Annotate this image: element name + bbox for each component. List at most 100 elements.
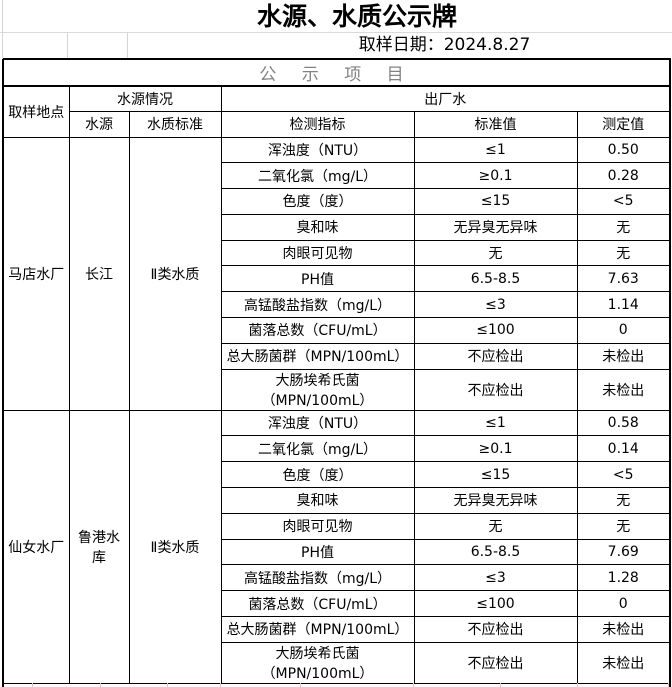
indicator-cell: 二氧化氯（mg/L） bbox=[220, 162, 415, 190]
standard-cell: ≤3 bbox=[413, 291, 578, 319]
note-row: 说明：菌落总数、总大肠菌群、大肠埃希氏菌三个项目为 8 月 24 日取样水质检测… bbox=[2, 682, 671, 687]
faint-gridline bbox=[2, 0, 3, 59]
table-row: 二氧化氯（mg/L） ≥0.1 0.28 bbox=[3, 162, 671, 190]
header-indicator: 检测指标 bbox=[220, 110, 415, 138]
header-source-group: 水源情况 bbox=[68, 85, 222, 112]
indicator-cell: 菌落总数（CFU/mL） bbox=[220, 317, 415, 344]
measured-cell: 无 bbox=[576, 487, 671, 514]
indicator-cell: PH值 bbox=[220, 538, 415, 566]
table-row: 大肠埃希氏菌（MPN/100mL） 不应检出 未检出 bbox=[3, 368, 671, 411]
faint-gridline bbox=[67, 33, 68, 58]
grid-artifact bbox=[500, 683, 501, 687]
indicator-cell: 浑浊度（NTU） bbox=[220, 136, 415, 164]
standard-cell: ≥0.1 bbox=[413, 435, 578, 463]
indicator-cell: 总大肠菌群（MPN/100mL） bbox=[220, 342, 415, 370]
measured-cell: 无 bbox=[576, 213, 671, 241]
table-row: 色度（度） ≤15 <5 bbox=[3, 188, 671, 215]
measured-cell: 未检出 bbox=[576, 368, 671, 411]
plant-source: 长江 bbox=[68, 136, 130, 411]
standard-cell: 不应检出 bbox=[413, 641, 578, 684]
standard-cell: 无异臭无异味 bbox=[413, 487, 578, 514]
measured-cell: 0.58 bbox=[576, 409, 671, 437]
standard-cell: 不应检出 bbox=[413, 616, 578, 643]
indicator-cell: 色度（度） bbox=[220, 461, 415, 489]
standard-cell: ≤1 bbox=[413, 136, 578, 164]
table-row: 肉眼可见物无无 bbox=[3, 239, 671, 267]
table-row: 肉眼可见物无无 bbox=[3, 512, 671, 540]
indicator-cell: 总大肠菌群（MPN/100mL） bbox=[220, 616, 415, 643]
measured-cell: 未检出 bbox=[576, 342, 671, 370]
sampling-date: 取样日期：2024.8.27 bbox=[220, 33, 669, 58]
indicator-cell: 肉眼可见物 bbox=[220, 239, 415, 267]
faint-gridline bbox=[127, 33, 128, 58]
standard-cell: 6.5-8.5 bbox=[413, 538, 578, 566]
header-location: 取样地点 bbox=[2, 85, 70, 138]
standard-cell: 不应检出 bbox=[413, 368, 578, 411]
sampling-date-value: 2024.8.27 bbox=[443, 35, 531, 55]
standard-cell: ≥0.1 bbox=[413, 162, 578, 190]
table-row: PH值 6.5-8.5 7.69 bbox=[3, 538, 671, 566]
plant-source: 鲁港水库 bbox=[68, 409, 130, 684]
measured-cell: 未检出 bbox=[576, 616, 671, 643]
standard-cell: ≤1 bbox=[413, 409, 578, 437]
measured-cell: 无 bbox=[576, 512, 671, 540]
standard-cell: 无异臭无异味 bbox=[413, 213, 578, 241]
sampling-date-row: 取样日期：2024.8.27 bbox=[0, 33, 672, 58]
indicator-cell: 大肠埃希氏菌（MPN/100mL） bbox=[220, 368, 415, 411]
table-row: 高锰酸盐指数（mg/L） ≤3 1.28 bbox=[3, 564, 671, 592]
measured-cell: 1.28 bbox=[576, 564, 671, 592]
measured-cell: 0.14 bbox=[576, 435, 671, 463]
measured-cell: 0.50 bbox=[576, 136, 671, 164]
measured-cell: 0 bbox=[576, 590, 671, 618]
standard-cell: 6.5-8.5 bbox=[413, 265, 578, 293]
standard-cell: ≤100 bbox=[413, 590, 578, 618]
standard-cell: ≤3 bbox=[413, 564, 578, 592]
grid-artifact bbox=[167, 683, 168, 687]
measured-cell: 1.14 bbox=[576, 291, 671, 319]
grid-artifact bbox=[300, 683, 301, 687]
grid-artifact bbox=[668, 683, 669, 687]
grid-artifact bbox=[100, 683, 101, 687]
header-measured-value: 测定值 bbox=[576, 110, 671, 138]
table-row: 总大肠菌群（MPN/100mL） 不应检出 未检出 bbox=[3, 616, 671, 643]
measured-cell: 0.28 bbox=[576, 162, 671, 190]
measured-cell: 7.69 bbox=[576, 538, 671, 566]
table-row: 马店水厂 长江 Ⅱ类水质 浑浊度（NTU） ≤1 0.50 bbox=[2, 136, 671, 411]
measured-cell: 0 bbox=[576, 317, 671, 344]
indicator-cell: 臭和味 bbox=[220, 487, 415, 514]
indicator-cell: 高锰酸盐指数（mg/L） bbox=[220, 291, 415, 319]
indicator-cell: 高锰酸盐指数（mg/L） bbox=[220, 564, 415, 592]
standard-cell: 无 bbox=[413, 239, 578, 267]
indicator-cell: 色度（度） bbox=[220, 188, 415, 215]
indicator-cell: 二氧化氯（mg/L） bbox=[220, 435, 415, 463]
plant-name: 马店水厂 bbox=[2, 136, 70, 411]
header-standard-value: 标准值 bbox=[413, 110, 578, 138]
indicator-cell: 菌落总数（CFU/mL） bbox=[220, 590, 415, 618]
measured-cell: <5 bbox=[576, 188, 671, 215]
table-row: 大肠埃希氏菌（MPN/100mL） 不应检出 未检出 bbox=[3, 641, 671, 684]
indicator-cell: 大肠埃希氏菌（MPN/100mL） bbox=[220, 641, 415, 684]
grid-artifact bbox=[413, 683, 414, 687]
indicator-cell: PH值 bbox=[220, 265, 415, 293]
measured-cell: 未检出 bbox=[576, 641, 671, 684]
table-row: 菌落总数（CFU/mL） ≤100 0 bbox=[3, 317, 671, 344]
page-title: 水源、水质公示牌 bbox=[0, 0, 672, 33]
section-header: 公 示 项 目 bbox=[2, 58, 671, 87]
indicator-cell: 浑浊度（NTU） bbox=[220, 409, 415, 437]
grid-artifact bbox=[32, 683, 33, 687]
grid-artifact bbox=[577, 683, 578, 687]
header-quality-standard: 水质标准 bbox=[128, 110, 222, 138]
sampling-date-label: 取样日期： bbox=[358, 35, 444, 55]
header-source: 水源 bbox=[68, 110, 130, 138]
indicator-cell: 肉眼可见物 bbox=[220, 512, 415, 540]
table-row: 臭和味 无异臭无异味无 bbox=[3, 213, 671, 241]
standard-cell: ≤100 bbox=[413, 317, 578, 344]
notice-table: 公 示 项 目 取样地点 水源情况 出厂水 水源 水质标准 检测指标 标准值 测… bbox=[2, 58, 671, 687]
grid-artifact bbox=[220, 683, 221, 687]
table-row: 二氧化氯（mg/L） ≥0.1 0.14 bbox=[3, 435, 671, 463]
measured-cell: <5 bbox=[576, 461, 671, 489]
note-text: 说明：菌落总数、总大肠菌群、大肠埃希氏菌三个项目为 8 月 24 日取样水质检测… bbox=[2, 682, 671, 687]
measured-cell: 7.63 bbox=[576, 265, 671, 293]
plant-name: 仙女水厂 bbox=[2, 409, 70, 684]
